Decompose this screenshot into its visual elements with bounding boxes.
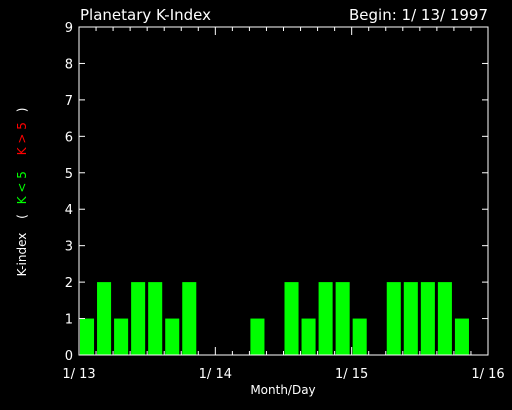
- ylabel-open: (: [15, 214, 29, 219]
- bars-group: [80, 282, 469, 355]
- svg-text:K-index ( K < 5: K-index ( K < 5 K > 5 ): [15, 108, 29, 277]
- ylabel-prefix: K-index: [15, 233, 29, 277]
- bar: [182, 282, 197, 355]
- y-tick-label: 6: [65, 130, 73, 145]
- x-tick-label: 1/ 16: [471, 367, 504, 382]
- bar: [420, 282, 435, 355]
- bar: [284, 282, 299, 355]
- y-tick-label: 2: [65, 276, 73, 291]
- bar: [318, 282, 333, 355]
- bar: [114, 318, 129, 355]
- bar: [131, 282, 146, 355]
- y-tick-label: 9: [65, 21, 73, 36]
- bar: [352, 318, 367, 355]
- y-tick-label: 8: [65, 57, 73, 72]
- begin-date: Begin: 1/ 13/ 1997: [349, 6, 488, 24]
- bar: [403, 282, 418, 355]
- bar: [80, 318, 95, 355]
- x-tick-label: 1/ 13: [62, 367, 95, 382]
- bar: [301, 318, 316, 355]
- x-tick-label: 1/ 15: [335, 367, 368, 382]
- bar: [148, 282, 163, 355]
- x-ticks-group: 1/ 13 1/ 14 1/ 15 1/ 16: [62, 27, 505, 382]
- bar: [437, 282, 452, 355]
- y-ticks-group: 0 1 2 3 4 5 6 7 8 9: [65, 21, 488, 364]
- y-axis-label: K-index ( K < 5 K > 5 ): [15, 108, 29, 277]
- y-tick-label: 3: [65, 240, 73, 255]
- chart-title: Planetary K-Index: [80, 6, 211, 24]
- y-tick-label: 0: [65, 349, 73, 364]
- ylabel-red: K > 5: [15, 122, 29, 155]
- bar: [335, 282, 350, 355]
- y-tick-label: 7: [65, 94, 73, 109]
- y-tick-label: 4: [65, 203, 73, 218]
- y-tick-label: 1: [65, 313, 73, 328]
- bar: [250, 318, 265, 355]
- x-tick-label: 1/ 14: [199, 367, 232, 382]
- x-axis-label: Month/Day: [250, 383, 315, 397]
- bar: [165, 318, 180, 355]
- ylabel-green: K < 5: [15, 171, 29, 204]
- bar: [97, 282, 112, 355]
- bar: [454, 318, 469, 355]
- bar: [386, 282, 401, 355]
- y-tick-label: 5: [65, 167, 73, 182]
- ylabel-close: ): [15, 108, 29, 113]
